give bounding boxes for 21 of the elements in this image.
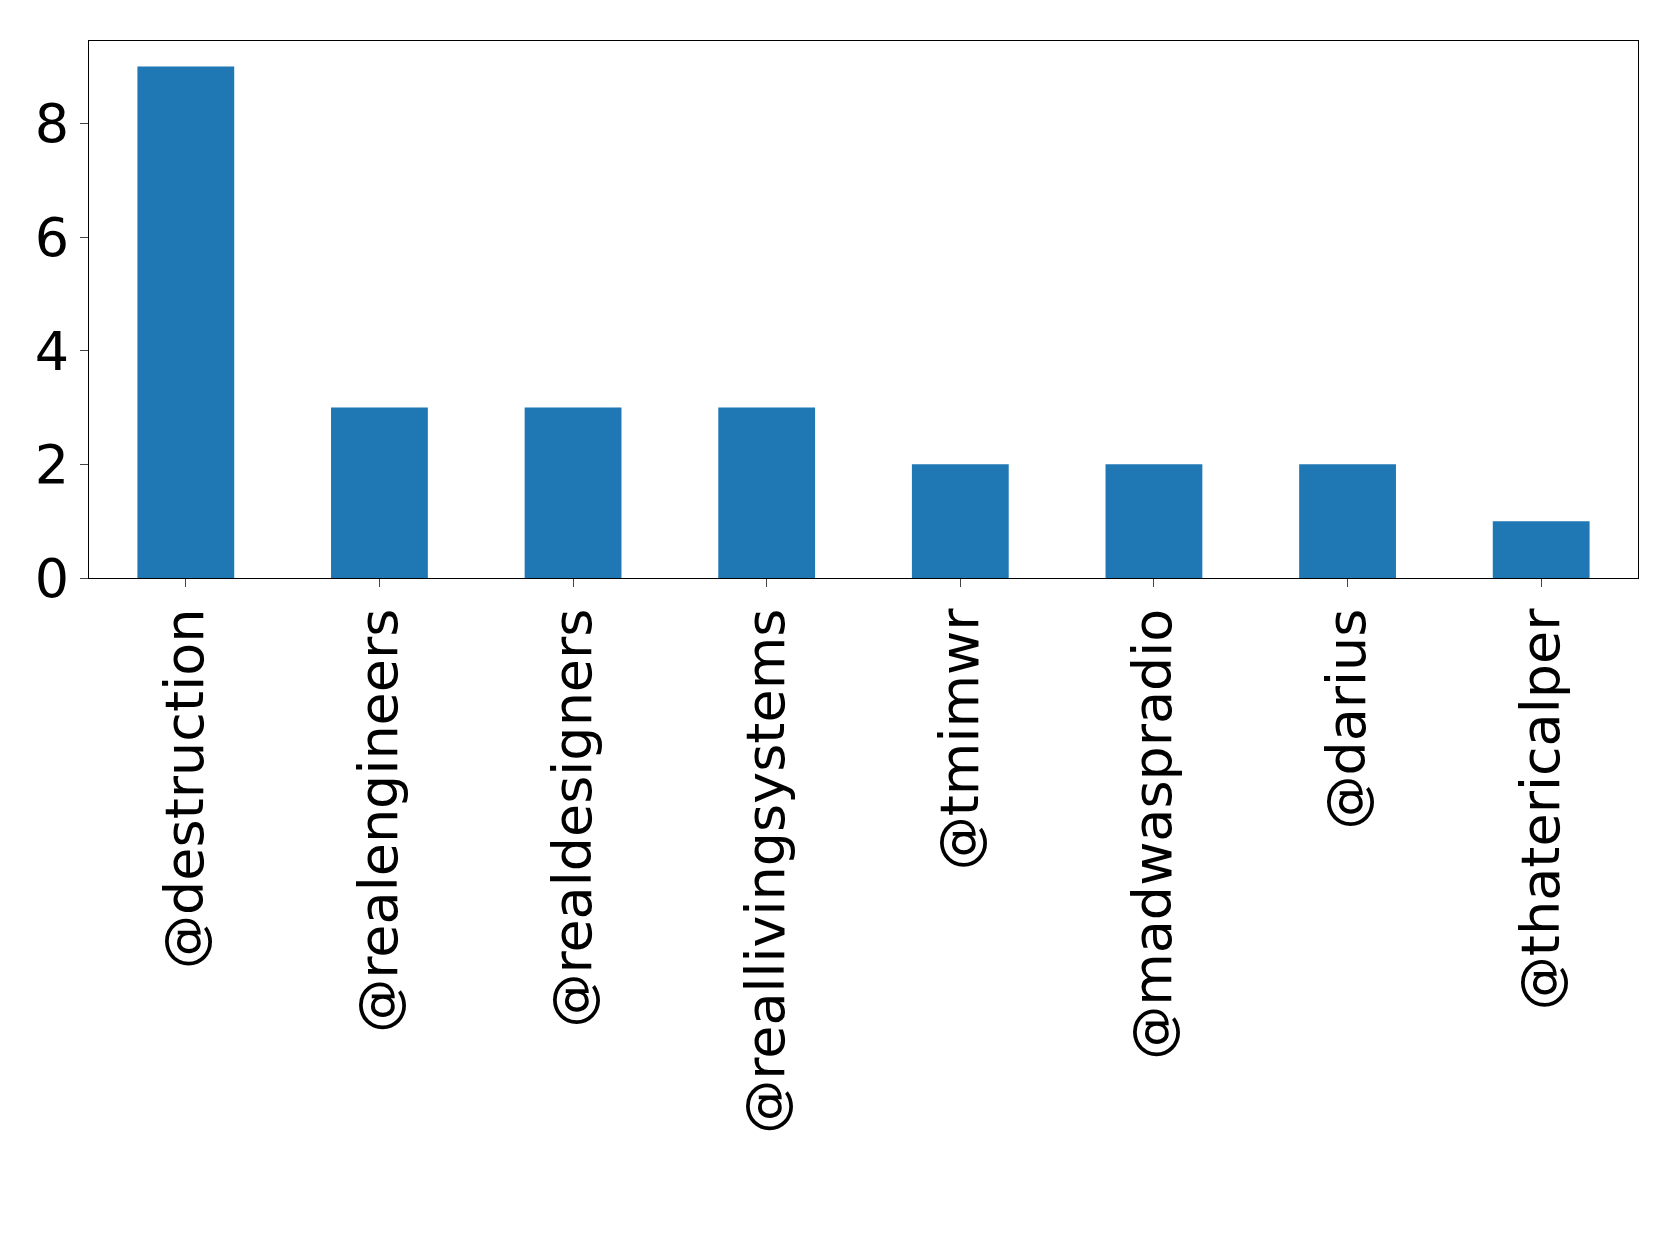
y-tick-label: 6 [34, 205, 70, 269]
bar [1105, 464, 1203, 578]
bar [137, 66, 235, 578]
y-tick-label: 8 [34, 92, 70, 156]
y-tick-label: 2 [34, 433, 70, 497]
x-tick-label: @darius [1315, 608, 1379, 830]
x-tick-label: @realengineers [346, 608, 410, 1033]
bar [1492, 521, 1590, 578]
bar [911, 464, 1009, 578]
x-tick-label: @destruction [153, 608, 217, 969]
bar [331, 407, 428, 578]
y-tick-label: 4 [34, 319, 70, 383]
bar [718, 407, 816, 578]
x-tick-label: @reallivingsystems [734, 608, 798, 1134]
bar [1299, 464, 1396, 578]
bar [524, 407, 622, 578]
x-tick-label: @thatericalper [1508, 607, 1572, 1011]
x-tick-label: @realdesigners [540, 608, 604, 1028]
x-tick-label: @tmimwr [927, 607, 991, 871]
y-tick-label: 0 [34, 546, 70, 610]
x-tick-label: @madwaspradio [1121, 608, 1185, 1060]
